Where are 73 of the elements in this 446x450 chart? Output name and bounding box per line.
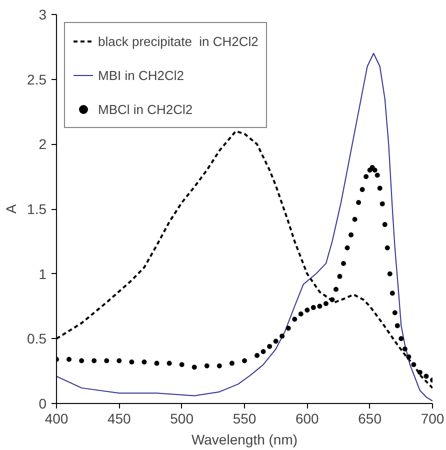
point — [229, 360, 234, 366]
point — [280, 334, 285, 339]
point — [337, 274, 342, 279]
x-tick-label: 400 — [44, 410, 68, 426]
point — [360, 187, 365, 192]
point — [424, 374, 429, 379]
point — [66, 356, 72, 362]
y-tick-label: 3 — [38, 6, 47, 22]
point — [104, 358, 110, 364]
point — [273, 338, 278, 344]
x-tick-label: 500 — [170, 410, 194, 426]
x-tick-label: 600 — [295, 410, 320, 426]
y-tick-label: 2 — [38, 136, 47, 152]
point — [380, 201, 385, 206]
point — [116, 358, 122, 364]
point — [398, 336, 404, 342]
legend-label: MBCl in CH2Cl2 — [98, 102, 193, 116]
point — [242, 358, 247, 364]
point — [417, 370, 422, 375]
point — [310, 305, 316, 310]
point — [384, 245, 390, 250]
point — [406, 354, 412, 360]
x-tick-label: 550 — [232, 410, 256, 426]
point — [292, 316, 298, 322]
point — [402, 346, 408, 352]
point — [216, 363, 222, 368]
point — [394, 323, 400, 328]
legend-label: black precipitate in CH2Cl2 — [98, 34, 258, 48]
point — [79, 358, 84, 364]
point — [374, 172, 380, 178]
point — [411, 362, 416, 368]
point — [267, 344, 272, 349]
point — [344, 245, 350, 250]
point — [92, 358, 97, 364]
point — [382, 222, 388, 228]
point — [372, 168, 378, 173]
point — [129, 360, 134, 365]
y-tick-label: 1.5 — [27, 201, 47, 217]
y-tick-label: 1 — [38, 266, 47, 282]
point — [304, 308, 310, 313]
x-tick-label: 450 — [107, 410, 132, 426]
point — [387, 271, 392, 276]
y-axis-title: A — [3, 204, 20, 214]
point — [298, 312, 304, 317]
y-tick-label: 0.5 — [27, 330, 47, 347]
legend-label: MBI in CH2Cl2 — [98, 68, 184, 82]
point — [333, 286, 338, 292]
point — [166, 360, 172, 366]
x-axis-title: Wavelength (nm) — [191, 432, 298, 448]
point — [341, 260, 346, 266]
point — [323, 301, 328, 306]
point — [260, 349, 266, 354]
point — [377, 186, 382, 191]
y-tick-label: 0 — [38, 396, 47, 412]
point — [192, 364, 197, 370]
line-series — [56, 52, 432, 402]
point — [317, 304, 322, 309]
point — [142, 360, 147, 365]
point — [179, 362, 184, 368]
point — [204, 363, 210, 368]
x-tick-label: 650 — [358, 410, 382, 426]
x-tick-label: 700 — [420, 410, 444, 426]
point — [254, 353, 260, 358]
point — [352, 216, 358, 222]
point — [364, 174, 369, 180]
point — [154, 360, 160, 366]
y-tick-label: 2.5 — [27, 71, 47, 88]
point — [348, 232, 354, 238]
point — [286, 326, 291, 331]
point — [392, 310, 398, 316]
point — [356, 200, 362, 206]
point — [390, 290, 395, 296]
point — [330, 297, 335, 302]
